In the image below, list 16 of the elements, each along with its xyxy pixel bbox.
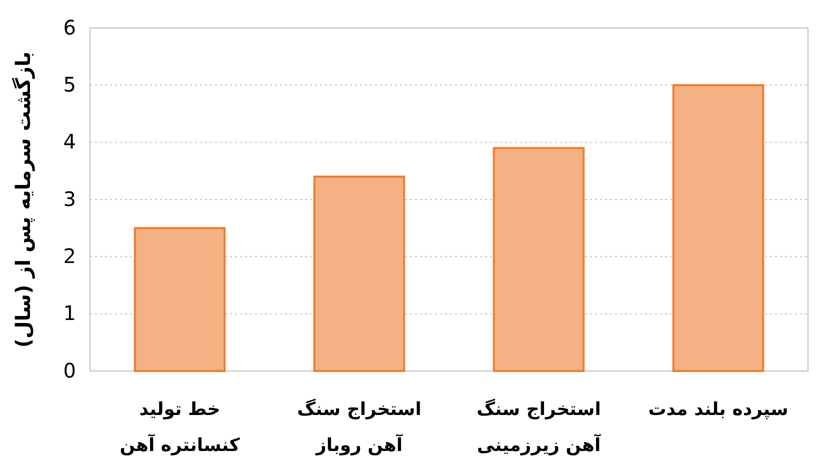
y-tick-label: 2 xyxy=(63,244,76,268)
y-tick-label: 4 xyxy=(63,130,76,154)
bar xyxy=(313,176,406,372)
y-tick-label: 1 xyxy=(63,301,76,326)
bar xyxy=(672,84,764,372)
y-tick-label: 5 xyxy=(63,72,76,97)
x-tick-label: سپرده بلند مدت xyxy=(648,399,788,420)
bar xyxy=(492,147,585,372)
y-tick-label: 6 xyxy=(63,15,76,40)
y-tick-label: 0 xyxy=(63,358,76,382)
y-tick-label: 3 xyxy=(63,186,76,211)
y-axis-title: بازگشت سرمایه پس از (سال) xyxy=(11,51,35,348)
x-tick-label: استخراج سنگ آهن روباز xyxy=(297,398,422,456)
x-tick-label: استخراج سنگ آهن زیرزمینی xyxy=(476,398,602,456)
bar xyxy=(134,227,226,372)
x-tick-label: خط تولید کنسانتره آهن xyxy=(120,399,240,456)
